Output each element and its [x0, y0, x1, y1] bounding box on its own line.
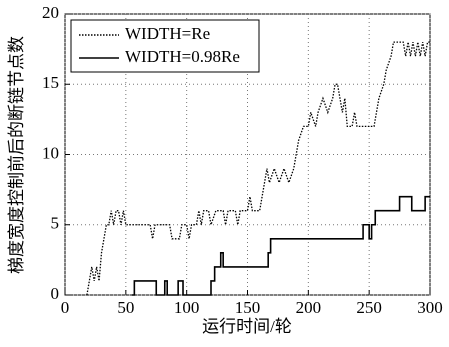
x-axis-label: 运行时间/轮 — [202, 317, 292, 336]
legend-box — [70, 19, 260, 73]
x-tick-label: 0 — [61, 298, 70, 317]
y-axis-label: 梯度宽度控制前后的断链节点数 — [7, 36, 26, 274]
x-tick-label: 200 — [296, 298, 322, 317]
x-tick-label: 300 — [417, 298, 443, 317]
x-tick-label: 50 — [117, 298, 134, 317]
x-tick-label: 250 — [356, 298, 382, 317]
y-tick-label: 10 — [42, 143, 59, 162]
series-line — [131, 195, 430, 296]
x-tick-label: 150 — [235, 298, 261, 317]
y-tick-label: 15 — [42, 73, 59, 92]
legend-label: WIDTH=Re — [125, 24, 210, 43]
series-line — [86, 41, 430, 296]
y-tick-label: 20 — [42, 3, 59, 22]
y-tick-label: 5 — [51, 214, 60, 233]
y-tick-label: 0 — [51, 284, 60, 303]
x-tick-label: 100 — [174, 298, 200, 317]
legend-label: WIDTH=0.98Re — [125, 47, 240, 66]
